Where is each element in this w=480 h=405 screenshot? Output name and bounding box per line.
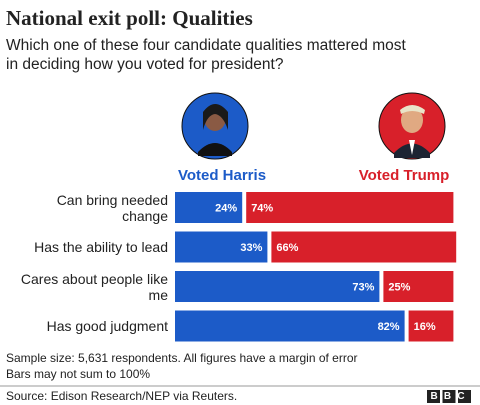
value-label: 16% (414, 321, 436, 333)
bar (175, 192, 243, 223)
chart-title: National exit poll: Qualities (6, 6, 253, 30)
value-label: 66% (276, 242, 298, 254)
logo-box (458, 390, 471, 403)
source: Source: Edison Research/NEP via Reuters. (6, 389, 237, 403)
bar (246, 192, 454, 223)
trump-portrait (378, 92, 446, 160)
bar (383, 271, 454, 302)
category-label: Can bring needed change (56, 191, 168, 224)
legend-label: Voted Harris (178, 167, 266, 184)
category-label: Has good judgment (46, 318, 168, 334)
value-label: 74% (251, 202, 273, 214)
value-label: 82% (378, 321, 400, 333)
value-label: 33% (240, 242, 262, 254)
chart-subtitle: Which one of these four candidate qualit… (6, 37, 406, 73)
logo-box (442, 390, 456, 403)
category-label: Cares about people like me (20, 270, 168, 303)
bar (175, 310, 405, 342)
bar (175, 231, 268, 263)
logo: BBC (430, 391, 471, 402)
note: Sample size: 5,631 respondents. All figu… (6, 351, 358, 365)
note: Bars may not sum to 100% (6, 367, 150, 381)
bar (175, 271, 380, 302)
legend-label: Voted Trump (359, 167, 450, 184)
bar (408, 310, 454, 342)
value-label: 24% (215, 202, 237, 214)
value-label: 25% (388, 281, 410, 293)
category-label: Has the ability to lead (34, 239, 168, 255)
bar (271, 231, 457, 263)
harris-portrait (181, 92, 249, 160)
logo-box (427, 390, 440, 403)
value-label: 73% (352, 281, 374, 293)
